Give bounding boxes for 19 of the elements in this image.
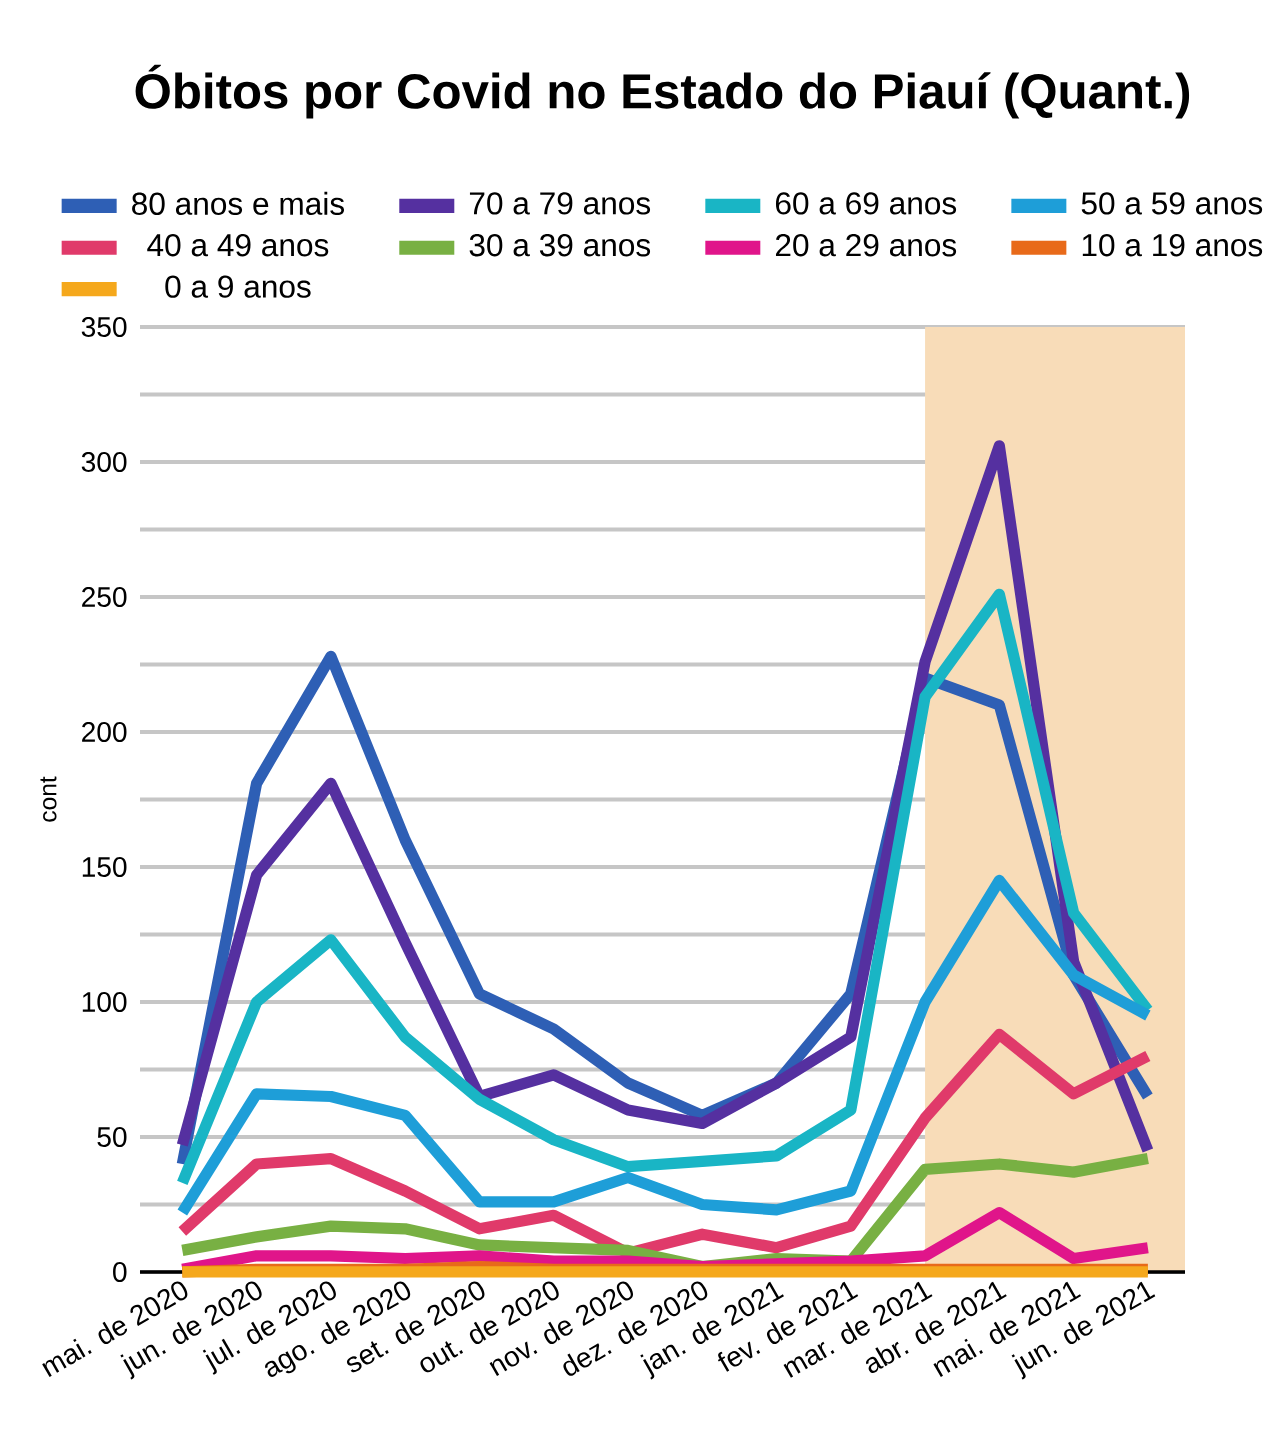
legend-label: 70 a 79 anos: [469, 192, 651, 215]
y-tick-label: 200: [82, 722, 127, 742]
y-tick-label: 250: [82, 587, 127, 607]
legend-label: 40 a 49 anos: [147, 233, 329, 257]
y-tick-label: 100: [82, 992, 127, 1012]
legend-label: 50 a 59 anos: [1081, 192, 1263, 215]
y-tick-label: 0: [113, 1262, 127, 1282]
y-axis-title: cont: [40, 776, 57, 822]
chart-title: Óbitos por Covid no Estado do Piauí (Quant.): [135, 64, 1190, 119]
y-tick-label: 150: [82, 857, 127, 877]
legend-label: 10 a 19 anos: [1082, 233, 1263, 257]
legend-label: 60 a 69 anos: [775, 192, 957, 215]
legend-label: 20 a 29 anos: [775, 233, 957, 257]
y-tick-label: 50: [97, 1127, 127, 1147]
y-tick-label: 300: [81, 452, 127, 472]
legend-label: 0 a 9 anos: [165, 275, 311, 298]
legend-label: 30 a 39 anos: [469, 233, 651, 257]
y-tick-label: 350: [81, 317, 127, 337]
legend-label: 80 anos e mais: [132, 191, 345, 216]
